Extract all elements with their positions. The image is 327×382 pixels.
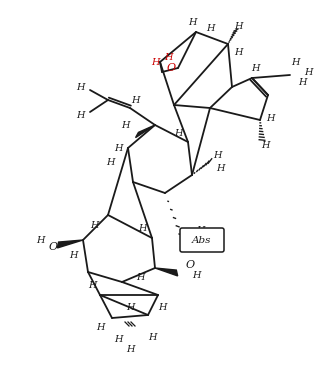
Text: H: H — [76, 110, 84, 120]
Text: H: H — [136, 274, 144, 283]
Text: H: H — [304, 68, 312, 76]
Text: H: H — [214, 230, 222, 238]
Text: O: O — [166, 63, 176, 73]
Text: H: H — [126, 345, 134, 354]
Text: H: H — [158, 304, 166, 312]
Text: H: H — [121, 120, 129, 129]
Text: H: H — [234, 21, 242, 31]
FancyBboxPatch shape — [180, 228, 224, 252]
Text: H: H — [90, 220, 98, 230]
Polygon shape — [136, 125, 155, 138]
Text: H: H — [88, 280, 96, 290]
Text: H: H — [114, 144, 122, 152]
Text: O: O — [48, 242, 58, 252]
Text: H: H — [291, 58, 299, 66]
Text: H: H — [151, 58, 159, 66]
Text: H: H — [164, 52, 172, 62]
Text: H: H — [96, 324, 104, 332]
Polygon shape — [155, 268, 178, 276]
Text: H: H — [174, 128, 182, 138]
Text: H: H — [114, 335, 122, 345]
Text: H: H — [126, 304, 134, 312]
Text: Abs: Abs — [192, 235, 212, 244]
Text: H: H — [36, 235, 44, 244]
Text: H: H — [131, 96, 139, 105]
Text: H: H — [76, 83, 84, 92]
Text: H: H — [234, 47, 242, 57]
Text: H: H — [213, 151, 221, 160]
Text: H: H — [251, 63, 259, 73]
Text: H: H — [192, 272, 200, 280]
Text: H: H — [148, 333, 156, 343]
Text: O: O — [185, 260, 195, 270]
Text: H: H — [266, 113, 274, 123]
Text: H: H — [298, 78, 306, 86]
Text: H: H — [206, 24, 214, 32]
Text: H: H — [106, 157, 114, 167]
Text: H: H — [69, 251, 77, 259]
Text: H: H — [138, 223, 146, 233]
Text: H: H — [216, 163, 224, 173]
Text: H: H — [261, 141, 269, 149]
Polygon shape — [58, 240, 83, 248]
Text: H: H — [196, 225, 204, 235]
Text: H: H — [188, 18, 196, 26]
